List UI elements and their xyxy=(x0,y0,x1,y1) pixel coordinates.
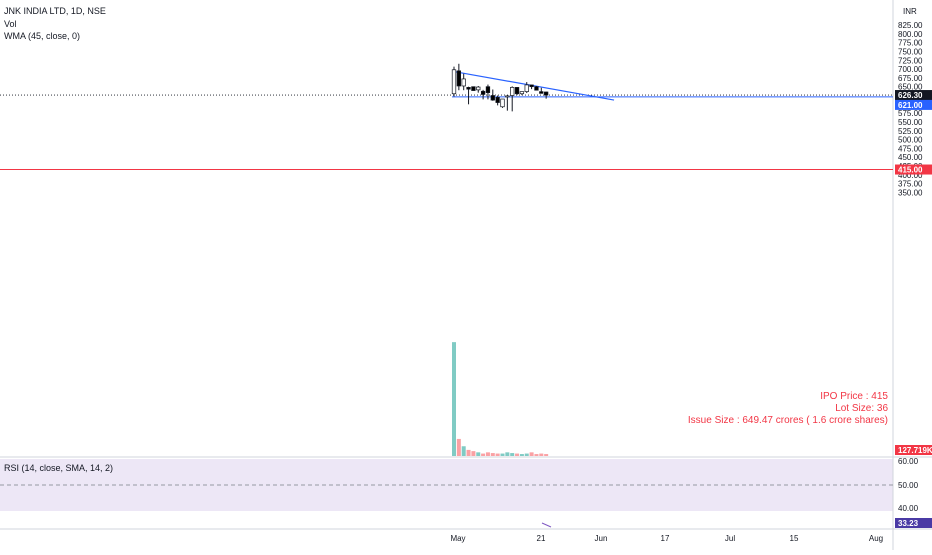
candle-body xyxy=(514,87,520,95)
price-axis-currency: INR xyxy=(903,7,917,16)
candle-body xyxy=(534,86,539,91)
candle-body xyxy=(524,84,529,92)
volume-badge-bg xyxy=(895,445,932,455)
price-tick-label: 775.00 xyxy=(898,39,923,48)
price-tick-label: 375.00 xyxy=(898,180,923,189)
volume-bar xyxy=(495,453,500,456)
lot-size-annotation: Lot Size: 36 xyxy=(835,403,888,414)
rsi-indicator-label[interactable]: RSI (14, close, SMA, 14, 2) xyxy=(4,463,114,473)
volume-bar xyxy=(524,453,529,456)
price-tick-label: 575.00 xyxy=(898,109,923,118)
volume-bar xyxy=(461,446,466,456)
time-tick-label: Aug xyxy=(869,534,883,543)
price-tick-label: 350.00 xyxy=(898,188,923,197)
volume-bar xyxy=(485,452,490,456)
candle-body xyxy=(451,69,457,95)
price-tick-label: 525.00 xyxy=(898,127,923,136)
candle-body xyxy=(500,98,505,108)
volume-bar xyxy=(534,454,539,456)
price-tick-label: 550.00 xyxy=(898,118,923,127)
price-tick-label: 725.00 xyxy=(898,56,923,65)
volume-bar xyxy=(505,452,510,456)
ipo-price-annotation: IPO Price : 415 xyxy=(820,391,888,402)
volume-indicator-label[interactable]: Vol xyxy=(4,19,17,29)
time-tick-label: Jul xyxy=(725,534,735,543)
candle-body xyxy=(543,91,549,96)
candle-body xyxy=(461,78,466,87)
volume-bar xyxy=(456,438,461,456)
issue-size-annotation: Issue Size : 649.47 crores ( 1.6 crore s… xyxy=(687,415,888,426)
candle-body xyxy=(495,96,500,103)
candle-body xyxy=(490,95,495,101)
trendline xyxy=(453,70,615,101)
volume-badge: 127.719K xyxy=(898,446,932,455)
price-tick-label: 500.00 xyxy=(898,136,923,145)
volume-bar xyxy=(452,342,456,456)
volume-bar xyxy=(471,451,476,456)
candle-body xyxy=(485,86,491,94)
price-tick-label: 800.00 xyxy=(898,30,923,39)
volume-bar xyxy=(515,453,520,456)
time-tick-label: 21 xyxy=(537,534,546,543)
price-tick-label: 675.00 xyxy=(898,74,923,83)
volume-bar xyxy=(544,454,549,456)
time-tick-label: 15 xyxy=(790,534,799,543)
rsi-tick-label: 50.00 xyxy=(898,481,919,490)
ipo-level-badge: 415.00 xyxy=(898,166,923,175)
time-tick-label: Jun xyxy=(595,534,608,543)
price-tick-label: 750.00 xyxy=(898,47,923,56)
candle-body xyxy=(529,84,534,88)
volume-bar xyxy=(519,454,524,456)
candle-body xyxy=(466,87,471,90)
candle-body xyxy=(476,86,481,91)
ipo-level-badge-bg xyxy=(895,164,932,175)
price-tick-label: 825.00 xyxy=(898,21,923,30)
last-price-badge-bg xyxy=(895,90,932,101)
volume-bar xyxy=(529,452,534,456)
volume-bar xyxy=(481,453,486,456)
candle-body xyxy=(510,87,515,96)
volume-bar xyxy=(539,453,544,456)
candle-body xyxy=(480,90,486,95)
rsi-badge-bg xyxy=(895,518,932,528)
price-tick-label: 475.00 xyxy=(898,144,923,153)
rsi-tick-label: 60.00 xyxy=(898,457,919,466)
candle-body xyxy=(471,86,476,91)
volume-bar xyxy=(500,453,505,456)
candle-body xyxy=(539,91,544,94)
last-price-badge: 626.30 xyxy=(898,91,923,100)
volume-bar xyxy=(490,453,495,456)
candle-body xyxy=(505,95,510,98)
rsi-line xyxy=(541,522,552,528)
rsi-badge: 33.23 xyxy=(898,519,919,528)
price-tick-label: 450.00 xyxy=(898,153,923,162)
volume-bar xyxy=(510,453,515,456)
volume-bar xyxy=(476,452,481,456)
volume-bar xyxy=(466,449,471,456)
candle-body xyxy=(456,70,461,87)
trend-level-badge-bg xyxy=(895,99,932,110)
rsi-tick-label: 40.00 xyxy=(898,504,919,513)
price-tick-label: 700.00 xyxy=(898,65,923,74)
wma-indicator-label[interactable]: WMA (45, close, 0) xyxy=(4,31,81,41)
symbol-title[interactable]: JNK INDIA LTD, 1D, NSE xyxy=(4,6,106,16)
price-tick-label: 400.00 xyxy=(898,171,923,180)
candle-body xyxy=(519,91,525,95)
time-tick-label: May xyxy=(450,534,465,543)
trend-level-badge: 621.00 xyxy=(898,101,923,110)
price-tick-label: 650.00 xyxy=(898,83,923,92)
time-tick-label: 17 xyxy=(661,534,670,543)
